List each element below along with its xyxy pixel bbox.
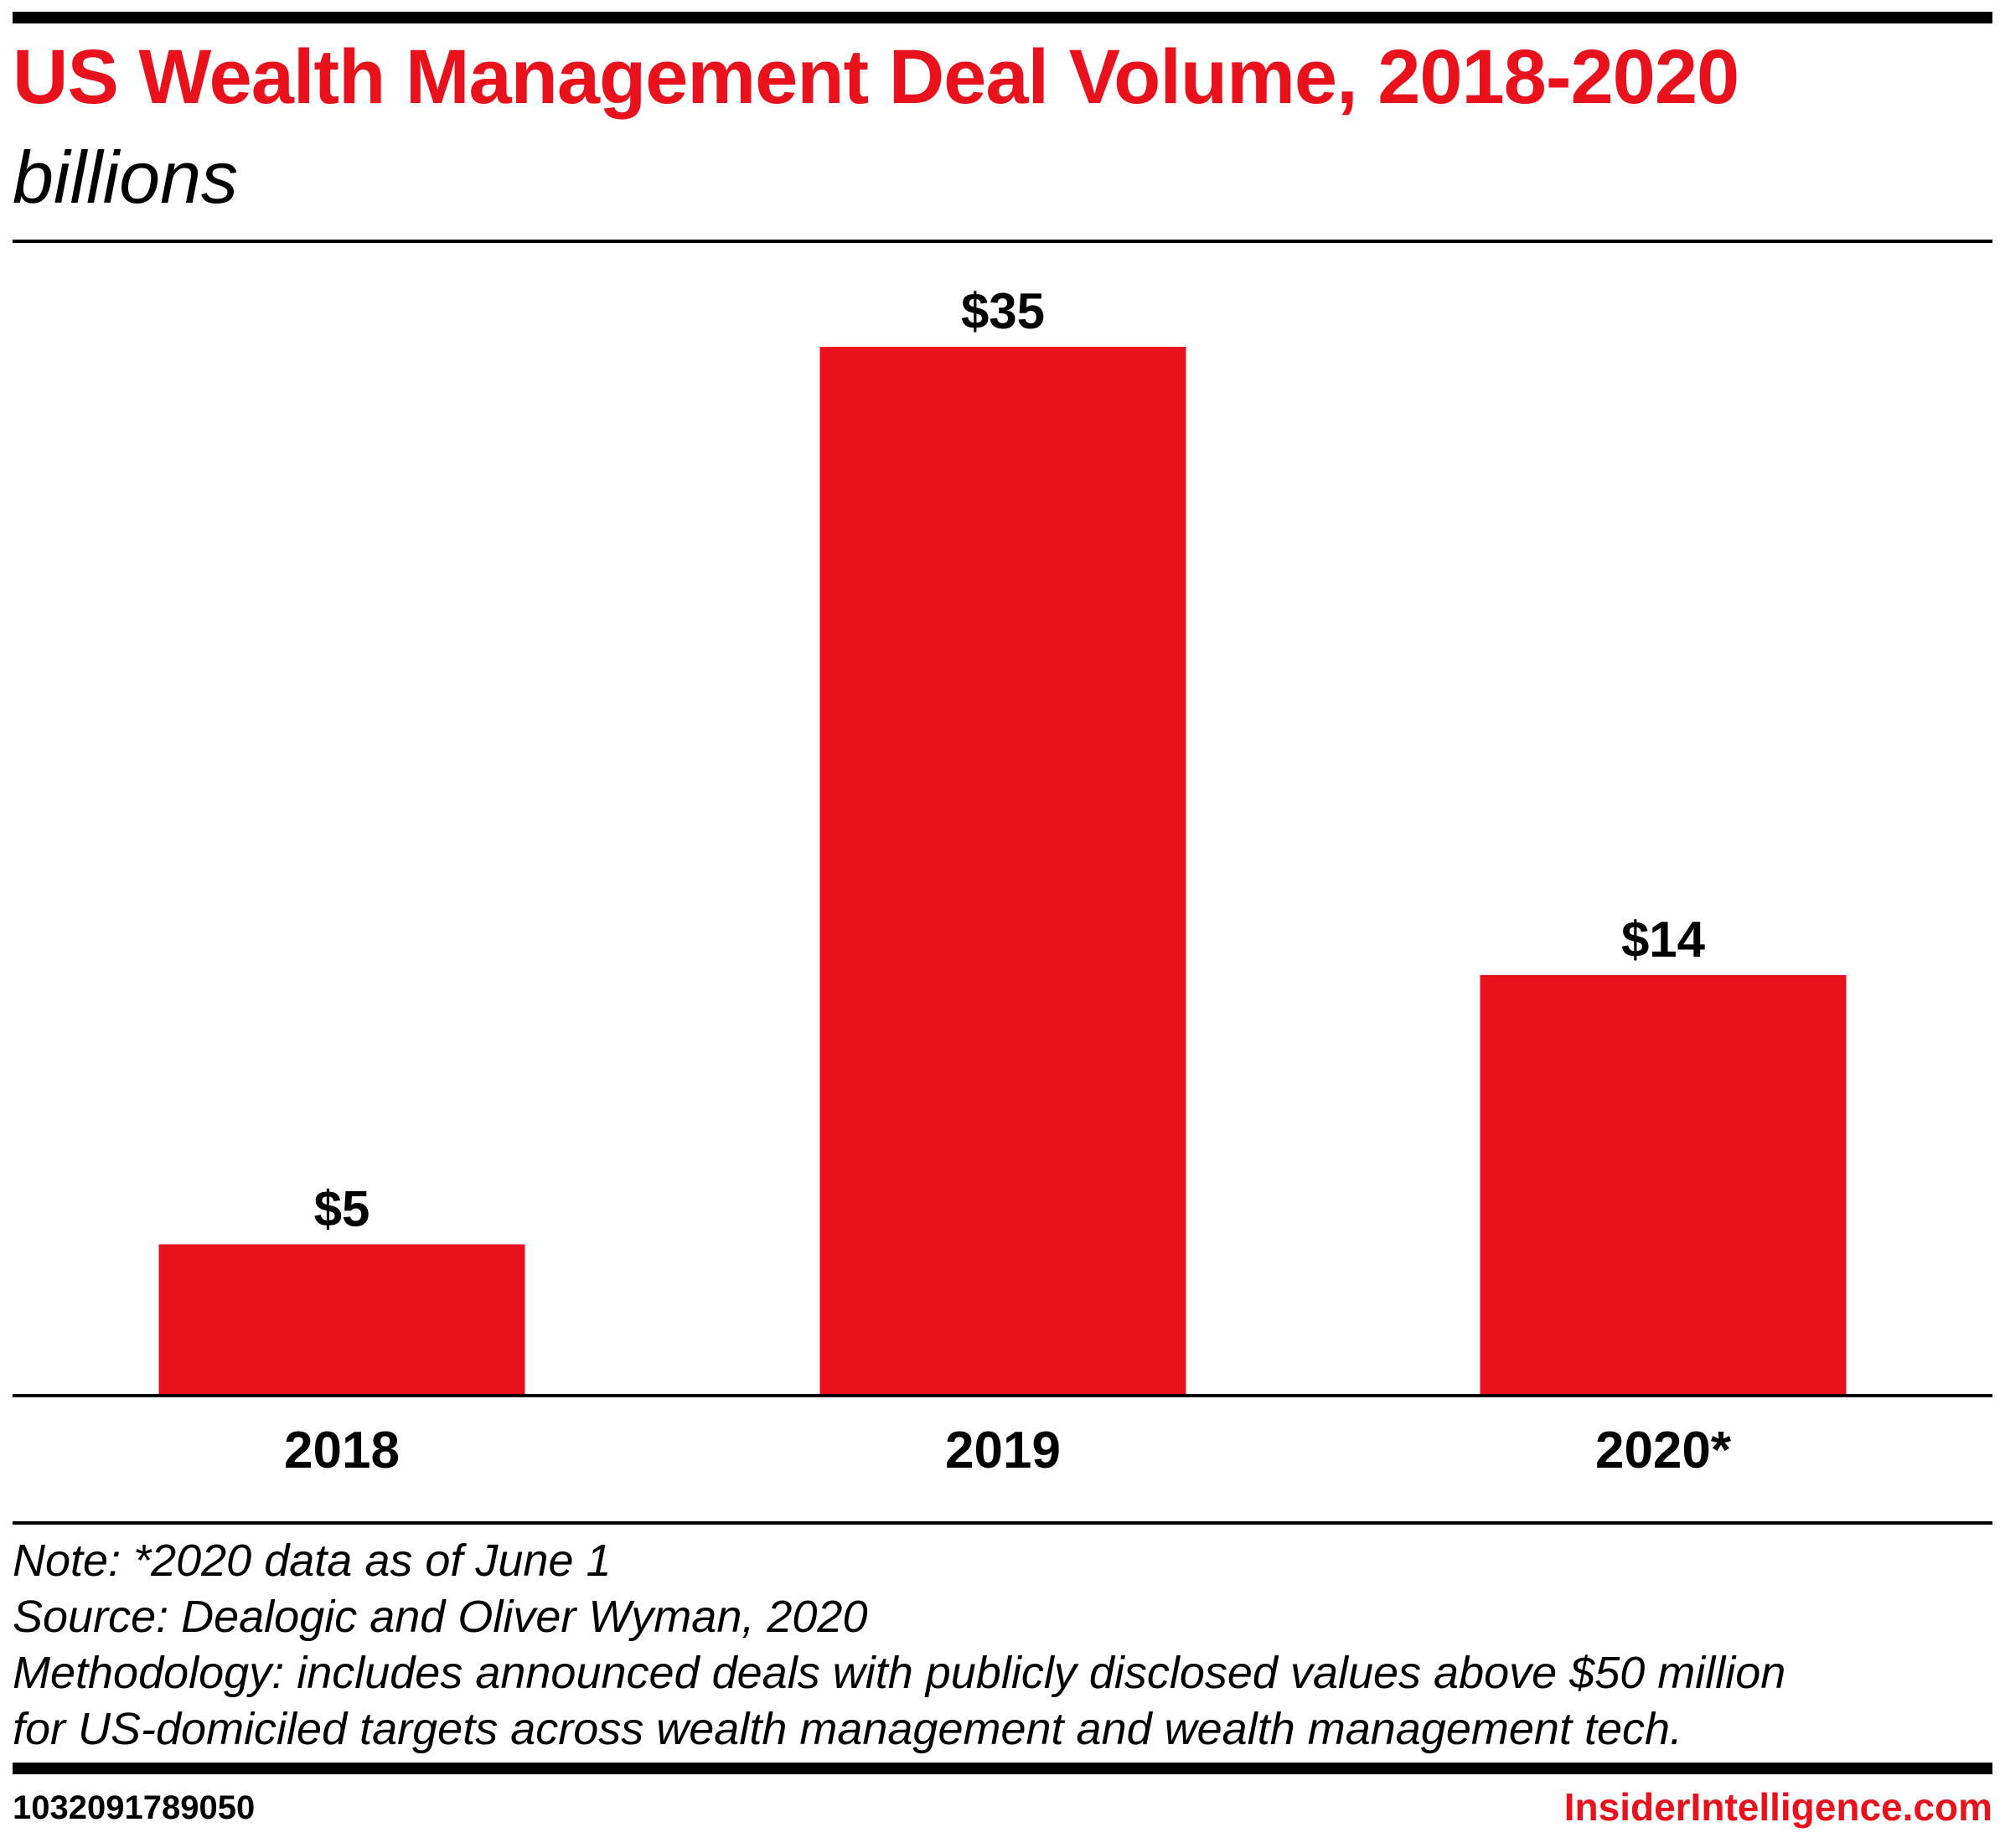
labels-group: $5 2018 $35 2019 $14 2020* — [284, 283, 1732, 1479]
methodology-text-1: Methodology: includes announced deals wi… — [13, 1648, 1786, 1698]
bottom-rule — [13, 1763, 1992, 1774]
footnotes: Note: *2020 data as of June 1 Source: De… — [13, 1533, 1785, 1758]
top-rule — [13, 12, 1992, 23]
bar-chart: $5 2018 $35 2019 $14 2020* — [13, 283, 1992, 1479]
bar-2018 — [158, 1244, 525, 1394]
value-label: $5 — [314, 1180, 370, 1236]
chart-id: 1032091789050 — [13, 1789, 256, 1826]
category-label: 2019 — [945, 1422, 1061, 1479]
brand-link[interactable]: InsiderIntelligence.com — [1563, 1785, 1992, 1829]
value-label: $35 — [961, 283, 1045, 339]
bars-group — [158, 347, 1847, 1394]
value-label: $14 — [1621, 911, 1706, 968]
note-text: Note: *2020 data as of June 1 — [13, 1536, 612, 1586]
bar-2020 — [1480, 975, 1847, 1394]
category-label: 2018 — [284, 1422, 400, 1479]
category-label: 2020* — [1595, 1422, 1732, 1479]
methodology-text-2: for US-domiciled targets across wealth m… — [13, 1704, 1683, 1754]
footer-divider — [13, 1521, 1992, 1525]
header-divider — [13, 240, 1992, 243]
bar-2019 — [819, 347, 1186, 1394]
chart-title: US Wealth Management Deal Volume, 2018-2… — [13, 34, 1739, 120]
chart-subtitle: billions — [13, 136, 239, 219]
source-text: Source: Dealogic and Oliver Wyman, 2020 — [13, 1592, 868, 1642]
